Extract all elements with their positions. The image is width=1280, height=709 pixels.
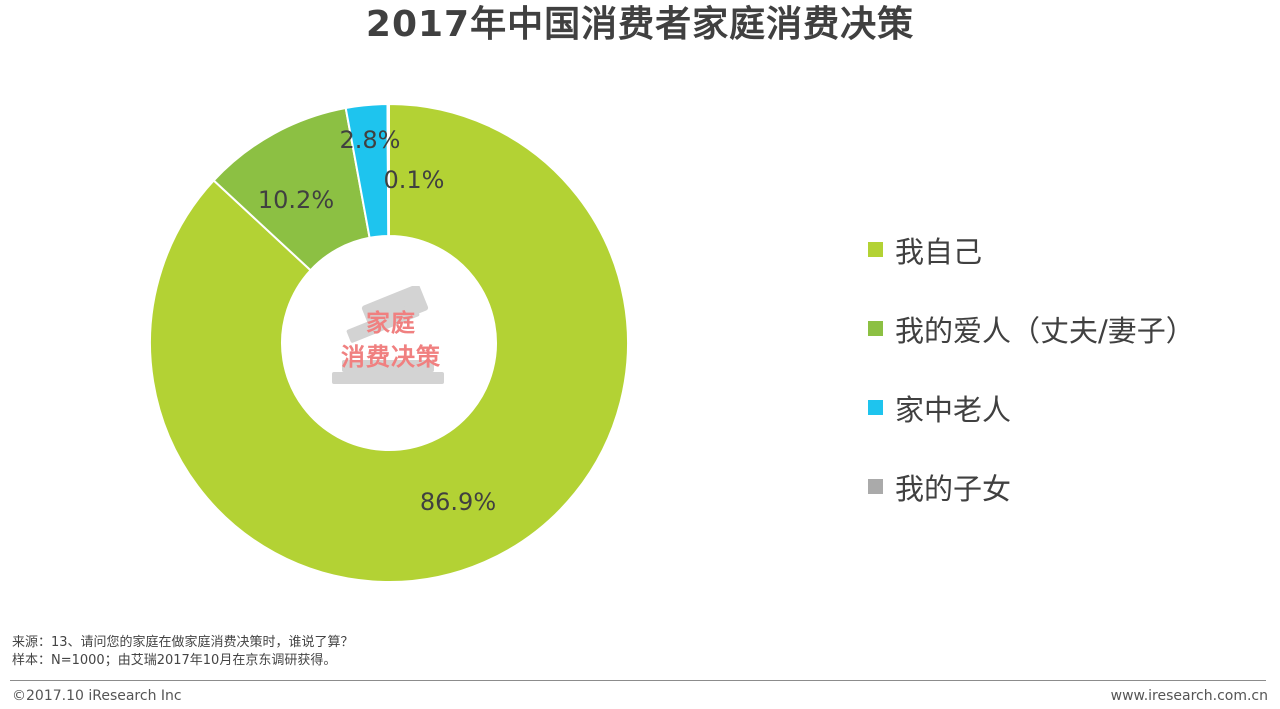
legend-item-spouse: 我的爱人（丈夫/妻子） (868, 289, 1195, 368)
center-label-line-1: 家庭 (366, 309, 416, 337)
legend-label-self: 我自己 (895, 234, 983, 269)
slice-value-label-spouse: 10.2% (258, 186, 334, 214)
legend-item-children: 我的子女 (868, 447, 1195, 526)
legend-label-spouse: 我的爱人（丈夫/妻子） (895, 313, 1195, 348)
legend-swatch-elders (868, 400, 883, 415)
donut-center-label: 家庭 消费决策 (318, 306, 464, 374)
footer-divider (10, 680, 1266, 681)
legend-label-children: 我的子女 (895, 471, 1012, 506)
slice-self (149, 102, 629, 583)
legend-swatch-spouse (868, 321, 883, 336)
slice-value-label-elders: 2.8% (340, 126, 401, 154)
chart-legend: 我自己 我的爱人（丈夫/妻子） 家中老人 我的子女 (868, 210, 1195, 526)
slice-value-labels: 86.9% 10.2% 2.8% 0.1% (258, 126, 496, 516)
legend-item-elders: 家中老人 (868, 368, 1195, 447)
legend-swatch-children (868, 479, 883, 494)
footer-website: www.iresearch.com.cn (1110, 688, 1268, 704)
footnote-sample: 样本：N=1000；由艾瑞2017年10月在京东调研获得。 (12, 653, 337, 668)
slice-children (386, 102, 390, 238)
slice-value-label-children: 0.1% (384, 166, 445, 194)
center-label-line-2: 消费决策 (341, 343, 441, 371)
legend-label-elders: 家中老人 (895, 392, 1012, 427)
chart-footnote: 来源：13、请问您的家庭在做家庭消费决策时，谁说了算？ 样本：N=1000；由艾… (12, 634, 354, 670)
gavel-icon (332, 286, 444, 384)
footer-copyright: ©2017.10 iResearch Inc (12, 688, 182, 704)
legend-swatch-self (868, 242, 883, 257)
legend-item-self: 我自己 (868, 210, 1195, 289)
footnote-source: 来源：13、请问您的家庭在做家庭消费决策时，谁说了算？ (12, 635, 354, 650)
slice-value-label-self: 86.9% (420, 488, 496, 516)
chart-title: 2017年中国消费者家庭消费决策 (365, 4, 915, 45)
donut-slices (149, 102, 629, 583)
